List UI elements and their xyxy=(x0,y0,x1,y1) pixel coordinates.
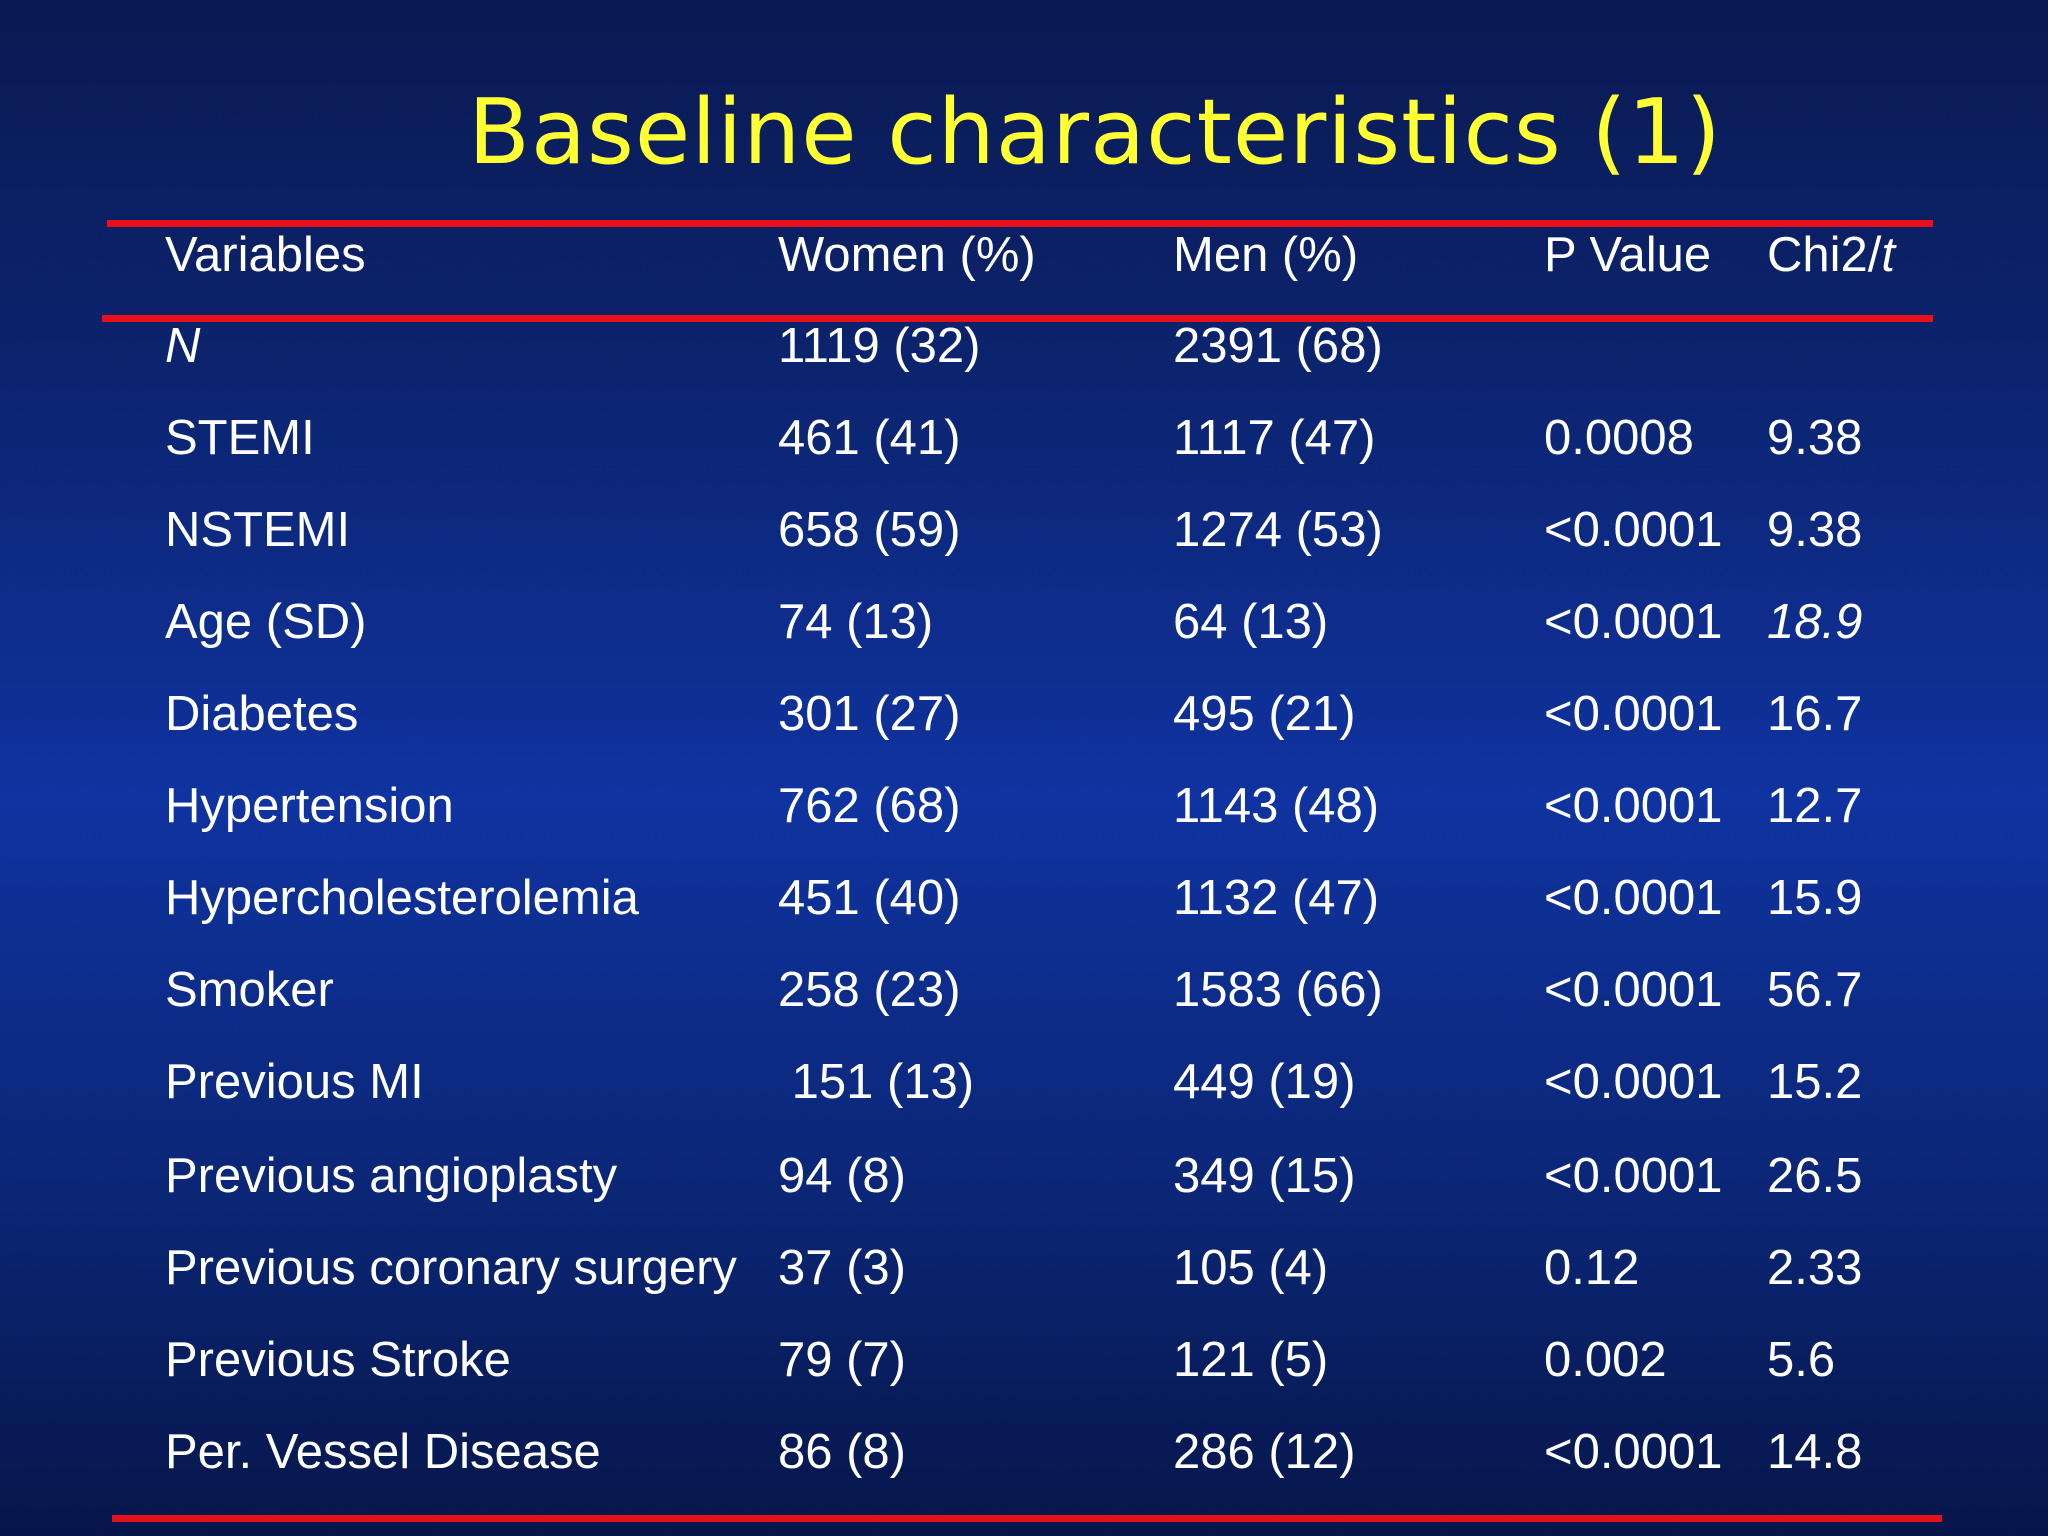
header-men: Men (%) xyxy=(1173,228,1359,282)
row-vessel-disease-statistic: 14.8 xyxy=(1767,1425,1863,1479)
row-nstemi-p-value: <0.0001 xyxy=(1544,503,1723,557)
row-nstemi-women: 658 (59) xyxy=(778,503,961,557)
row-age-p-value: <0.0001 xyxy=(1544,595,1723,649)
table-bottom-rule xyxy=(112,1515,1942,1522)
row-previous-angioplasty-men: 349 (15) xyxy=(1173,1149,1356,1203)
row-previous-coronary-surgery-women: 37 (3) xyxy=(778,1241,907,1295)
row-diabetes-p-value: <0.0001 xyxy=(1544,687,1723,741)
header-bottom-rule xyxy=(102,315,1933,322)
row-previous-stroke-statistic: 5.6 xyxy=(1767,1333,1836,1387)
row-smoker-men: 1583 (66) xyxy=(1173,963,1383,1017)
row-nstemi-men: 1274 (53) xyxy=(1173,503,1383,557)
row-n-women: 1119 (32) xyxy=(778,319,981,373)
row-previous-stroke-p-value: 0.002 xyxy=(1544,1333,1667,1387)
row-hypertension-variable: Hypertension xyxy=(165,779,454,833)
row-diabetes-statistic: 16.7 xyxy=(1767,687,1863,741)
row-age-men: 64 (13) xyxy=(1173,595,1329,649)
row-age-statistic: 18.9 xyxy=(1767,595,1863,649)
row-vessel-disease-men: 286 (12) xyxy=(1173,1425,1356,1479)
row-nstemi-variable: NSTEMI xyxy=(165,503,351,557)
row-previous-mi-variable: Previous MI xyxy=(165,1055,424,1109)
row-diabetes-variable: Diabetes xyxy=(165,687,359,741)
row-vessel-disease-variable: Per. Vessel Disease xyxy=(165,1425,601,1479)
row-hypercholesterolemia-statistic: 15.9 xyxy=(1767,871,1863,925)
row-previous-mi-statistic: 15.2 xyxy=(1767,1055,1863,1109)
row-hypercholesterolemia-men: 1132 (47) xyxy=(1173,871,1380,925)
row-previous-coronary-surgery-p-value: 0.12 xyxy=(1544,1241,1640,1295)
row-n-men: 2391 (68) xyxy=(1173,319,1383,373)
row-vessel-disease-women: 86 (8) xyxy=(778,1425,907,1479)
header-statistic-t: t xyxy=(1881,228,1896,282)
row-nstemi-statistic: 9.38 xyxy=(1767,503,1863,557)
row-hypertension-women: 762 (68) xyxy=(778,779,961,833)
row-hypercholesterolemia-women: 451 (40) xyxy=(778,871,961,925)
row-hypertension-p-value: <0.0001 xyxy=(1544,779,1723,833)
row-smoker-p-value: <0.0001 xyxy=(1544,963,1723,1017)
row-age-variable: Age (SD) xyxy=(165,595,367,649)
row-previous-angioplasty-statistic: 26.5 xyxy=(1767,1149,1863,1203)
header-statistic-label: Chi2/ xyxy=(1767,228,1882,282)
row-vessel-disease-p-value: <0.0001 xyxy=(1544,1425,1723,1479)
header-statistic: Chi2/t xyxy=(1767,225,1895,285)
row-hypercholesterolemia-p-value: <0.0001 xyxy=(1544,871,1723,925)
row-previous-stroke-men: 121 (5) xyxy=(1173,1333,1329,1387)
row-previous-mi-men: 449 (19) xyxy=(1173,1055,1356,1109)
row-diabetes-women: 301 (27) xyxy=(778,687,961,741)
row-previous-stroke-variable: Previous Stroke xyxy=(165,1333,511,1387)
row-age-women: 74 (13) xyxy=(778,595,934,649)
row-previous-angioplasty-women: 94 (8) xyxy=(778,1149,907,1203)
slide-title: Baseline characteristics (1) xyxy=(468,80,1722,185)
row-previous-mi-women: 151 (13) xyxy=(778,1055,975,1109)
row-stemi-women: 461 (41) xyxy=(778,411,961,465)
header-p-value: P Value xyxy=(1544,228,1712,282)
header-women: Women (%) xyxy=(778,228,1036,282)
row-diabetes-men: 495 (21) xyxy=(1173,687,1356,741)
row-smoker-women: 258 (23) xyxy=(778,963,961,1017)
header-variables: Variables xyxy=(165,228,366,282)
row-previous-coronary-surgery-men: 105 (4) xyxy=(1173,1241,1329,1295)
header-top-rule xyxy=(107,220,1933,227)
row-previous-angioplasty-variable: Previous angioplasty xyxy=(165,1149,618,1203)
row-smoker-statistic: 56.7 xyxy=(1767,963,1863,1017)
row-hypertension-men: 1143 (48) xyxy=(1173,779,1380,833)
row-previous-angioplasty-p-value: <0.0001 xyxy=(1544,1149,1723,1203)
row-previous-coronary-surgery-statistic: 2.33 xyxy=(1767,1241,1863,1295)
row-previous-coronary-surgery-variable: Previous coronary surgery xyxy=(165,1241,737,1295)
row-previous-mi-p-value: <0.0001 xyxy=(1544,1055,1723,1109)
row-stemi-statistic: 9.38 xyxy=(1767,411,1863,465)
row-stemi-variable: STEMI xyxy=(165,411,315,465)
row-hypertension-statistic: 12.7 xyxy=(1767,779,1863,833)
row-stemi-men: 1117 (47) xyxy=(1173,411,1376,465)
row-previous-stroke-women: 79 (7) xyxy=(778,1333,907,1387)
row-smoker-variable: Smoker xyxy=(165,963,334,1017)
row-hypercholesterolemia-variable: Hypercholesterolemia xyxy=(165,871,639,925)
row-n-variable: N xyxy=(165,319,201,373)
row-stemi-p-value: 0.0008 xyxy=(1544,411,1694,465)
